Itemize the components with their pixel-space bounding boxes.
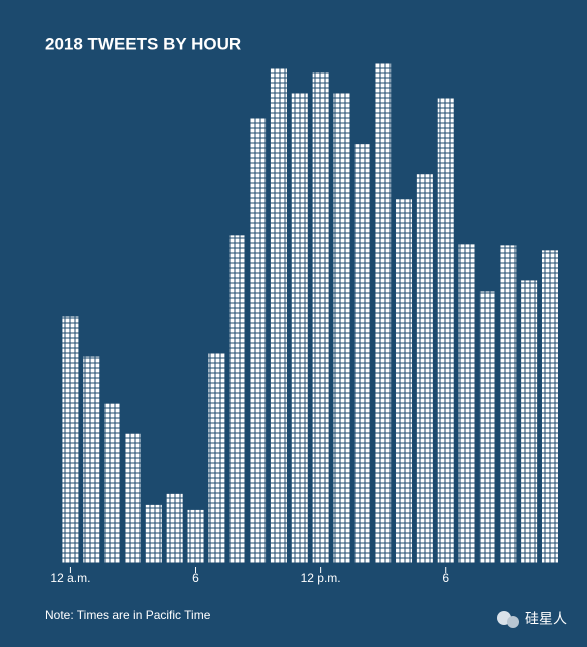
bar [354,144,371,563]
x-tick-label: 12 p.m. [301,571,341,585]
bar [291,93,308,563]
watermark-icon [497,611,519,628]
x-tick-label: 12 a.m. [50,571,90,585]
bar [270,68,287,564]
bar [187,509,204,563]
bar [104,403,121,563]
bar [541,250,558,563]
bar [208,352,225,563]
bar [416,174,433,563]
bar [458,244,475,563]
bar [500,245,517,563]
bar [479,291,496,563]
bar [124,433,141,563]
chart-title: 2018 TWEETS BY HOUR [45,34,241,53]
bar [437,98,454,564]
bar [62,316,79,563]
bar [166,493,183,563]
bar [333,93,350,563]
bar [396,199,413,563]
bar [83,356,100,563]
bar [250,118,267,563]
watermark: 硅星人 [525,611,567,627]
x-tick-label: 6 [192,571,199,585]
note: Note: Times are in Pacific Time [45,608,211,622]
bar [375,63,392,563]
bar [521,280,538,563]
bar [312,72,329,563]
bar [145,504,162,563]
x-tick-label: 6 [442,571,449,585]
plot: 12 a.m. 6 12 p.m. 6 [50,63,558,585]
bar [229,235,246,563]
